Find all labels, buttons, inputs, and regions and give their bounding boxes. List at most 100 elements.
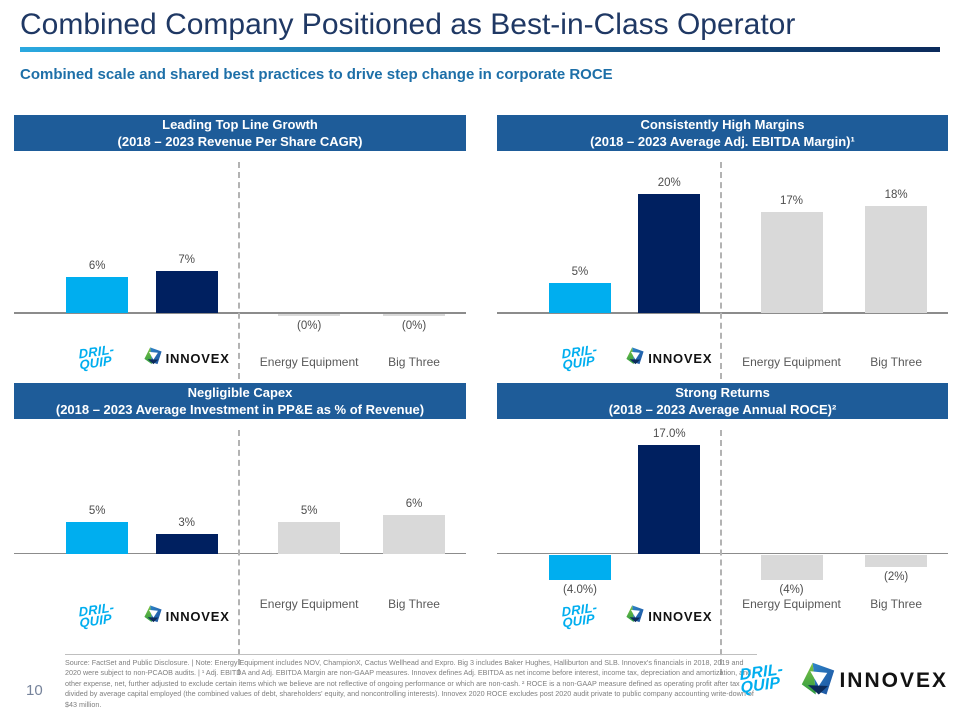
- dashed-separator: [237, 162, 240, 379]
- category-labels: DRIL- QUIP INNOVEX Energy Equipment Big Thre…: [14, 569, 466, 639]
- innovex-wordmark: INNOVEX: [839, 669, 948, 692]
- panel-negligible-capex: Negligible Capex (2018 – 2023 Average In…: [14, 383, 466, 675]
- charts-grid: Leading Top Line Growth (2018 – 2023 Rev…: [14, 115, 948, 675]
- bar-value-label: 20%: [657, 176, 681, 189]
- category-label: Energy Equipment: [742, 355, 841, 369]
- drilquip-logo: DRIL- QUIP: [739, 661, 784, 698]
- panel-header: Leading Top Line Growth (2018 – 2023 Rev…: [14, 115, 466, 151]
- x-axis-line: [14, 552, 466, 555]
- bar-dril-quip: [548, 554, 611, 581]
- category-label: Big Three: [870, 597, 923, 611]
- bar-energy-equipment: [760, 554, 823, 581]
- bar-value-label: (0%): [297, 320, 322, 333]
- bar-big-three: [383, 515, 446, 554]
- bar-value-label: (2%): [883, 571, 909, 584]
- bar-big-three: [383, 314, 446, 317]
- innovex-gem-icon: [626, 605, 644, 628]
- panel-subtitle: (2018 – 2023 Revenue Per Share CAGR): [117, 134, 363, 149]
- bar-value-label: 6%: [88, 260, 106, 273]
- category-logo-innovex: INNOVEX: [107, 347, 267, 370]
- innovex-gem-icon: [144, 605, 162, 628]
- bar-innovex: [638, 445, 701, 554]
- bar-value-label: (4%): [779, 584, 804, 597]
- drilquip-wordmark-line2: QUIP: [739, 675, 781, 698]
- category-labels: DRIL- QUIP INNOVEX Energy Equipment Big Thre…: [497, 342, 948, 383]
- panel-header: Negligible Capex (2018 – 2023 Average In…: [14, 383, 466, 419]
- panel-strong-returns: Strong Returns (2018 – 2023 Average Annu…: [497, 383, 948, 675]
- bar-chart-negligible-capex: 5% 3% 5% 6%: [14, 426, 466, 675]
- innovex-logo: INNOVEX: [626, 605, 712, 628]
- bar-chart-high-margins: 5% 20% 17% 18%: [497, 158, 948, 379]
- innovex-logo: INNOVEX: [144, 347, 230, 370]
- x-axis-line: [497, 552, 948, 555]
- innovex-wordmark: INNOVEX: [165, 609, 230, 624]
- panel-subtitle: (2018 – 2023 Average Investment in PP&E …: [55, 402, 425, 417]
- dashed-separator: [720, 162, 723, 379]
- bar-innovex: [638, 193, 701, 314]
- category-label: Big Three: [870, 355, 923, 369]
- category-label: Big Three: [388, 355, 440, 369]
- dashed-separator: [720, 430, 723, 675]
- x-axis-line: [497, 312, 948, 314]
- slide-subtitle: Combined scale and shared best practices…: [20, 66, 613, 83]
- category-labels: DRIL- QUIP INNOVEX Energy Equipment Big Thre…: [497, 569, 948, 639]
- category-label: Energy Equipment: [742, 597, 841, 611]
- category-logo-innovex: INNOVEX: [589, 347, 749, 370]
- innovex-gem-icon: [144, 347, 162, 370]
- panel-subtitle: (2018 – 2023 Average Annual ROCE)²: [608, 402, 837, 417]
- category-label: Energy Equipment: [259, 355, 359, 369]
- bar-value-label: 5%: [300, 504, 318, 517]
- bar-energy-equipment: [278, 521, 341, 554]
- footer-logo-lockup: DRIL- QUIP INNOVEX: [739, 655, 948, 707]
- innovex-gem-icon: [801, 662, 835, 701]
- bar-chart-strong-returns: (4.0%) 17.0% (4%) (2%): [497, 426, 948, 675]
- innovex-logo: INNOVEX: [801, 662, 948, 701]
- page-title: Combined Company Positioned as Best-in-C…: [20, 8, 796, 41]
- panel-title: Consistently High Margins: [640, 117, 805, 132]
- category-label: Big Three: [388, 597, 440, 611]
- bar-dril-quip: [66, 521, 129, 554]
- category-label: Energy Equipment: [259, 597, 359, 611]
- bar-value-label: 17%: [779, 194, 804, 207]
- bar-energy-equipment: [760, 211, 823, 314]
- innovex-logo: INNOVEX: [626, 347, 712, 370]
- innovex-wordmark: INNOVEX: [165, 351, 230, 366]
- panel-high-margins: Consistently High Margins (2018 – 2023 A…: [497, 115, 948, 383]
- bar-chart-top-line-growth: 6% 7% (0%) (0%): [14, 158, 466, 379]
- panel-header: Consistently High Margins (2018 – 2023 A…: [497, 115, 948, 151]
- bar-dril-quip: [548, 283, 611, 314]
- bar-big-three: [865, 554, 928, 568]
- panel-header: Strong Returns (2018 – 2023 Average Annu…: [497, 383, 948, 419]
- bar-value-label: 6%: [405, 498, 423, 511]
- page-number: 10: [26, 682, 43, 699]
- panel-top-line-growth: Leading Top Line Growth (2018 – 2023 Rev…: [14, 115, 466, 383]
- source-note: Source: FactSet and Public Disclosure. |…: [65, 658, 754, 709]
- dashed-separator: [237, 430, 240, 675]
- bar-big-three: [865, 205, 928, 314]
- bar-dril-quip: [66, 277, 129, 314]
- bar-value-label: 18%: [884, 188, 908, 201]
- innovex-wordmark: INNOVEX: [648, 351, 713, 366]
- title-divider: [20, 47, 940, 52]
- bar-value-label: (0%): [401, 320, 427, 333]
- bar-value-label: 7%: [178, 254, 195, 267]
- innovex-gem-icon: [626, 347, 644, 370]
- bar-value-label: (4.0%): [563, 584, 597, 597]
- footer-divider: [65, 654, 757, 655]
- logo-slash: [785, 664, 800, 698]
- panel-subtitle: (2018 – 2023 Average Adj. EBITDA Margin)…: [590, 134, 855, 149]
- panel-title: Strong Returns: [675, 385, 770, 400]
- bar-energy-equipment: [278, 314, 341, 317]
- innovex-logo: INNOVEX: [144, 605, 230, 628]
- category-labels: DRIL- QUIP INNOVEX Energy Equipment Big Thre…: [14, 342, 466, 383]
- innovex-wordmark: INNOVEX: [648, 609, 713, 624]
- bar-value-label: 17.0%: [652, 428, 686, 441]
- category-logo-innovex: INNOVEX: [107, 605, 267, 628]
- bar-value-label: 5%: [88, 504, 106, 517]
- panel-title: Leading Top Line Growth: [162, 117, 318, 132]
- category-logo-innovex: INNOVEX: [589, 605, 749, 628]
- x-axis-line: [14, 312, 466, 314]
- bar-innovex: [155, 534, 218, 554]
- bar-value-label: 3%: [178, 517, 195, 530]
- bar-innovex: [155, 271, 218, 314]
